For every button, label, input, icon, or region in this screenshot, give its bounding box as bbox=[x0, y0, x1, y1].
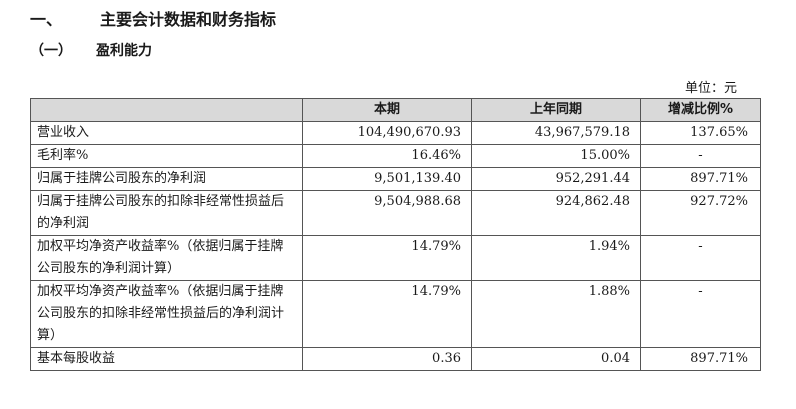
section-title: 主要会计数据和财务指标 bbox=[100, 10, 277, 29]
table-row: 营业收入 104,490,670.93 43,967,579.18 137.65… bbox=[30, 121, 761, 145]
header-prior: 上年同期 bbox=[471, 98, 641, 122]
row-prior: 924,862.48 bbox=[471, 190, 641, 236]
header-label bbox=[30, 98, 303, 122]
section-number: 一、 bbox=[30, 10, 63, 29]
row-change: - bbox=[640, 280, 761, 348]
row-label: 营业收入 bbox=[30, 121, 303, 145]
table-row: 毛利率% 16.46% 15.00% - bbox=[30, 144, 761, 168]
row-label: 归属于挂牌公司股东的净利润 bbox=[30, 167, 303, 191]
row-prior: 1.88% bbox=[471, 280, 641, 348]
row-current: 14.79% bbox=[302, 235, 472, 281]
row-current: 104,490,670.93 bbox=[302, 121, 472, 145]
row-label: 基本每股收益 bbox=[30, 347, 303, 371]
section-heading: 一、 主要会计数据和财务指标 bbox=[30, 6, 276, 30]
header-change: 增减比例% bbox=[640, 98, 761, 122]
header-current: 本期 bbox=[302, 98, 472, 122]
row-label: 毛利率% bbox=[30, 144, 303, 168]
subsection-title: 盈利能力 bbox=[96, 43, 152, 59]
row-current: 9,501,139.40 bbox=[302, 167, 472, 191]
row-change: 137.65% bbox=[640, 121, 761, 145]
row-prior: 0.04 bbox=[471, 347, 641, 371]
unit-label: 单位：元 bbox=[685, 81, 738, 96]
row-current: 16.46% bbox=[302, 144, 472, 168]
row-current: 0.36 bbox=[302, 347, 472, 371]
row-current: 9,504,988.68 bbox=[302, 190, 472, 236]
profitability-table: 本期 上年同期 增减比例% 营业收入 104,490,670.93 43,967… bbox=[30, 98, 761, 371]
table-row: 归属于挂牌公司股东的净利润 9,501,139.40 952,291.44 89… bbox=[30, 167, 761, 191]
row-change: - bbox=[640, 144, 761, 168]
row-label: 加权平均净资产收益率%（依据归属于挂牌公司股东的扣除非经常性损益后的净利润计算） bbox=[30, 280, 303, 348]
row-prior: 1.94% bbox=[471, 235, 641, 281]
row-label: 加权平均净资产收益率%（依据归属于挂牌公司股东的净利润计算） bbox=[30, 235, 303, 281]
row-change: 897.71% bbox=[640, 347, 761, 371]
row-change: 927.72% bbox=[640, 190, 761, 236]
table-row: 归属于挂牌公司股东的扣除非经常性损益后的净利润 9,504,988.68 924… bbox=[30, 190, 761, 236]
table-header-row: 本期 上年同期 增减比例% bbox=[30, 98, 761, 122]
table-row: 加权平均净资产收益率%（依据归属于挂牌公司股东的扣除非经常性损益后的净利润计算）… bbox=[30, 280, 761, 348]
row-change: 897.71% bbox=[640, 167, 761, 191]
table-row: 基本每股收益 0.36 0.04 897.71% bbox=[30, 347, 761, 371]
row-prior: 15.00% bbox=[471, 144, 641, 168]
row-change: - bbox=[640, 235, 761, 281]
row-prior: 952,291.44 bbox=[471, 167, 641, 191]
table-row: 加权平均净资产收益率%（依据归属于挂牌公司股东的净利润计算） 14.79% 1.… bbox=[30, 235, 761, 281]
row-prior: 43,967,579.18 bbox=[471, 121, 641, 145]
subsection-heading: （一） 盈利能力 bbox=[30, 40, 152, 60]
subsection-number: （一） bbox=[30, 43, 72, 59]
row-current: 14.79% bbox=[302, 280, 472, 348]
row-label: 归属于挂牌公司股东的扣除非经常性损益后的净利润 bbox=[30, 190, 303, 236]
